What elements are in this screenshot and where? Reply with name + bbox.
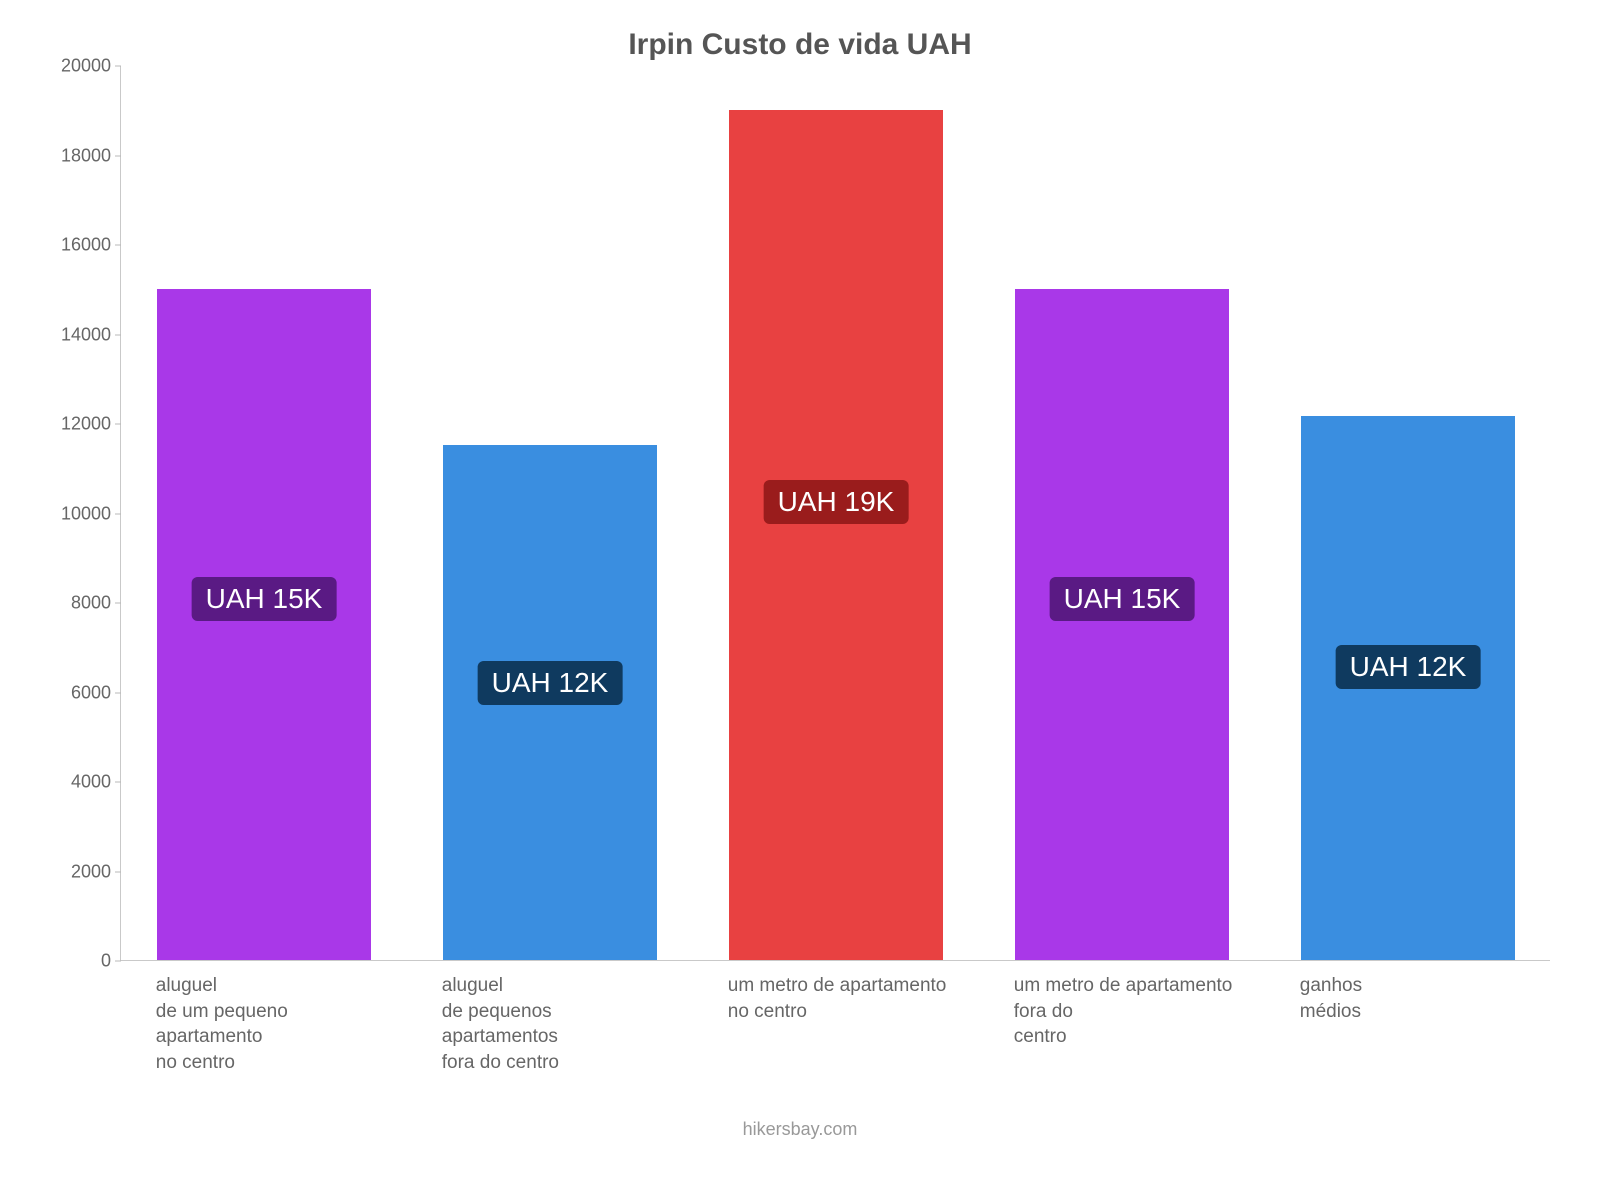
x-tick-label: ganhos médios xyxy=(1300,973,1362,1024)
chart-container: Irpin Custo de vida UAH 0200040006000800… xyxy=(40,20,1560,1180)
y-tick-label: 10000 xyxy=(51,503,111,524)
bar-value-label: UAH 19K xyxy=(764,480,909,524)
y-tick-label: 16000 xyxy=(51,235,111,256)
y-tick-mark xyxy=(115,603,121,604)
y-tick-mark xyxy=(115,513,121,514)
footer-credit: hikersbay.com xyxy=(40,1119,1560,1140)
y-tick-mark xyxy=(115,66,121,67)
y-tick-mark xyxy=(115,871,121,872)
bar-value-label: UAH 15K xyxy=(192,577,337,621)
y-tick-mark xyxy=(115,334,121,335)
x-axis-labels: aluguel de um pequeno apartamento no cen… xyxy=(120,961,1550,1091)
x-tick-label: um metro de apartamento fora do centro xyxy=(1014,973,1233,1050)
chart-title: Irpin Custo de vida UAH xyxy=(40,28,1560,62)
y-tick-label: 6000 xyxy=(51,682,111,703)
x-tick-label: aluguel de pequenos apartamentos fora do… xyxy=(442,973,559,1076)
y-tick-mark xyxy=(115,245,121,246)
bar xyxy=(729,110,944,960)
y-tick-label: 2000 xyxy=(51,861,111,882)
y-tick-mark xyxy=(115,155,121,156)
y-tick-label: 4000 xyxy=(51,772,111,793)
y-tick-label: 12000 xyxy=(51,414,111,435)
bar-value-label: UAH 12K xyxy=(478,661,623,705)
x-tick-label: um metro de apartamento no centro xyxy=(728,973,947,1024)
y-tick-mark xyxy=(115,424,121,425)
y-tick-label: 18000 xyxy=(51,145,111,166)
y-tick-label: 20000 xyxy=(51,56,111,77)
plot-area: 0200040006000800010000120001400016000180… xyxy=(120,66,1550,961)
y-tick-label: 0 xyxy=(51,951,111,972)
y-tick-mark xyxy=(115,782,121,783)
bar-value-label: UAH 12K xyxy=(1336,645,1481,689)
bar xyxy=(1015,289,1230,960)
y-tick-mark xyxy=(115,692,121,693)
y-tick-label: 14000 xyxy=(51,324,111,345)
bar xyxy=(157,289,372,960)
y-tick-label: 8000 xyxy=(51,593,111,614)
x-tick-label: aluguel de um pequeno apartamento no cen… xyxy=(156,973,288,1076)
bar-value-label: UAH 15K xyxy=(1050,577,1195,621)
